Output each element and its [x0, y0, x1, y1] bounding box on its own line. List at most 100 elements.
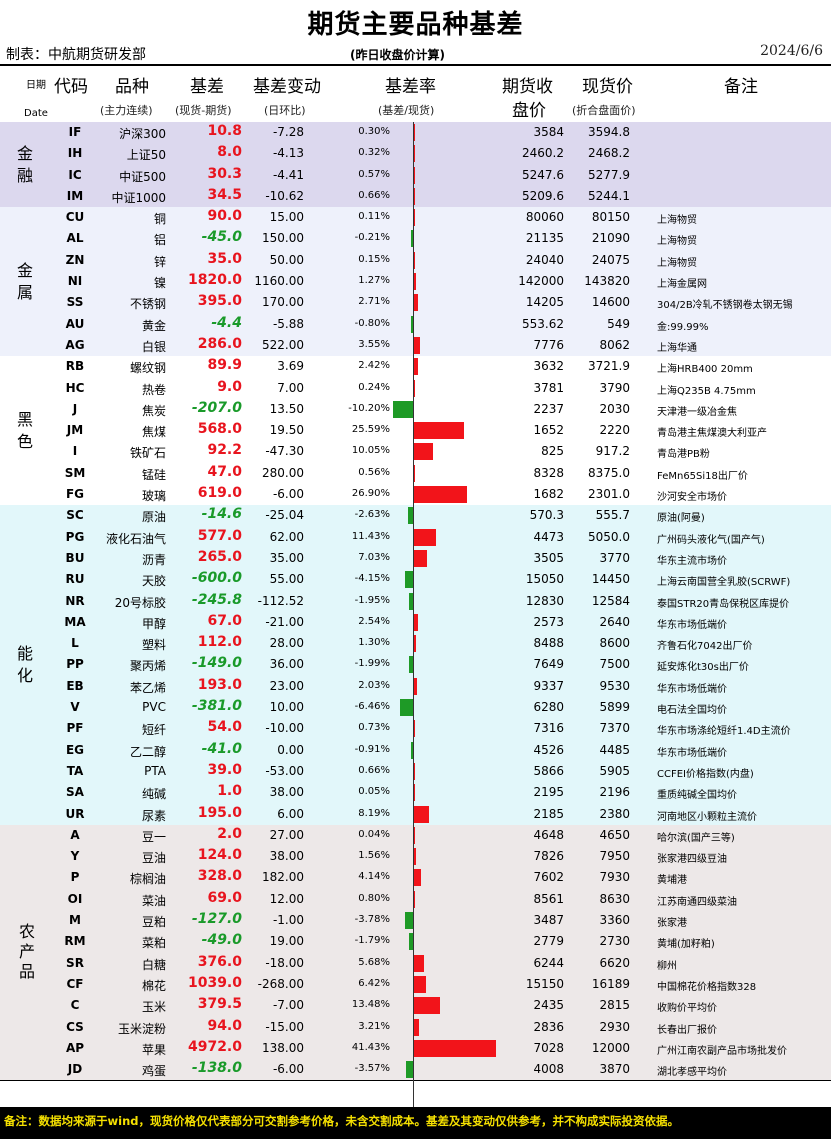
row-code: AL [66, 231, 84, 246]
row-basis-change: 12.00 [269, 891, 304, 906]
row-spot-price: 8630 [599, 891, 630, 906]
group-4: 农产品 A 豆一 2.0 27.00 0.04% 4648 4650 哈尔滨(国产三等) Y 豆油 1… [0, 824, 831, 1082]
row-name: PVC [142, 700, 166, 715]
row-name: 热卷 [141, 382, 166, 397]
row-code: FG [65, 487, 85, 502]
row-futures-price: 2779 [533, 934, 564, 949]
row-code: PP [66, 657, 84, 672]
table-row: CS 玉米淀粉 94.0 -15.00 3.21% 2836 2930 长春出厂报价 [0, 1017, 831, 1038]
row-name: 短纤 [141, 723, 166, 738]
row-code: L [71, 636, 79, 651]
row-note: 广州码头液化气(国产气) [657, 534, 765, 546]
basis-rate-bar [413, 826, 415, 844]
table-row: IF 沪深300 10.8 -7.28 0.30% 3584 3594.8 [0, 122, 831, 143]
row-note: 上海物贸 [657, 215, 697, 227]
row-basis-rate: 11.43% [351, 530, 390, 542]
row-basis-change: -5.88 [272, 316, 304, 331]
row-futures-price: 4008 [533, 1062, 564, 1077]
basis-rate-bar [413, 145, 415, 163]
table-row: SC 原油 -14.6 -25.04 -2.63% 570.3 555.7 原油(阿曼) [0, 505, 831, 526]
table-row: RB 螺纹钢 89.9 3.69 2.42% 3632 3721.9 上海HRB400 20m… [0, 356, 831, 377]
basis-rate-bar [413, 848, 417, 866]
header-chg-sub: (日环比) [264, 104, 306, 117]
row-futures-price: 570.3 [529, 508, 564, 523]
row-name: 铁矿石 [129, 446, 166, 461]
row-note: 收购价平均价 [657, 1003, 717, 1015]
row-name: 菜油 [141, 893, 166, 908]
row-basis-rate: 0.04% [358, 828, 390, 840]
row-spot-price: 8375.0 [588, 465, 630, 480]
row-basis-change: 35.00 [269, 550, 304, 565]
maker-label: 制表：中航期货研发部 [6, 47, 146, 63]
row-futures-price: 4473 [533, 529, 564, 544]
row-basis: 577.0 [197, 527, 242, 544]
row-spot-price: 143820 [584, 274, 630, 289]
row-basis-change: -10.00 [265, 721, 304, 736]
table-row: CU 铜 90.0 15.00 0.11% 80060 80150 上海物贸 [0, 207, 831, 228]
row-futures-price: 2836 [533, 1019, 564, 1034]
table-row: M 豆粕 -127.0 -1.00 -3.78% 3487 3360 张家港 [0, 910, 831, 931]
row-spot-price: 555.7 [595, 508, 630, 523]
row-basis: 89.9 [207, 357, 242, 374]
row-code: SA [66, 785, 84, 800]
row-name: 玉米 [141, 1000, 166, 1015]
header-rate-sub: (基差/现货) [378, 104, 435, 117]
row-name: 聚丙烯 [129, 659, 166, 674]
row-code: OI [67, 891, 83, 906]
row-basis-change: -6.00 [272, 487, 304, 502]
row-name: 玉米淀粉 [117, 1021, 166, 1036]
row-name: 焦炭 [141, 403, 166, 418]
row-spot-price: 2930 [599, 1019, 630, 1034]
row-note: 上海金属网 [657, 279, 707, 291]
row-basis-rate: 2.03% [358, 679, 390, 691]
row-note: 长春出厂报价 [657, 1024, 717, 1036]
row-basis: 112.0 [197, 634, 242, 651]
row-code: JD [67, 1062, 83, 1077]
table-row: TA PTA 39.0 -53.00 0.66% 5866 5905 CCFEI价格指数(内盘… [0, 761, 831, 782]
row-basis: 379.5 [197, 996, 242, 1013]
row-name: 白糖 [141, 957, 166, 972]
row-spot-price: 7930 [599, 870, 630, 885]
row-spot-price: 3721.9 [588, 359, 630, 374]
row-name: 液化石油气 [105, 531, 166, 546]
row-basis: 376.0 [197, 953, 242, 970]
row-futures-price: 1682 [533, 487, 564, 502]
row-basis-rate: 8.19% [358, 807, 390, 819]
row-code: TA [66, 763, 84, 778]
header-basis-sub: (现货-期货) [175, 104, 232, 117]
row-basis-change: -47.30 [265, 444, 304, 459]
row-futures-price: 1652 [533, 423, 564, 438]
row-name: 棉花 [141, 978, 166, 993]
row-basis: 286.0 [197, 335, 242, 352]
row-basis: 35.0 [207, 250, 242, 267]
row-basis-change: -4.13 [272, 146, 304, 161]
table-row: L 塑料 112.0 28.00 1.30% 8488 8600 齐鲁石化7042出厂价 [0, 633, 831, 654]
row-basis-change: 19.50 [269, 423, 304, 438]
row-basis: 30.3 [207, 165, 242, 182]
row-futures-price: 8328 [533, 465, 564, 480]
row-spot-price: 5050.0 [588, 529, 630, 544]
row-basis-rate: 7.03% [358, 551, 390, 563]
row-code: SM [64, 465, 86, 480]
row-futures-price: 2435 [533, 998, 564, 1013]
basis-rate-bar [413, 1018, 420, 1036]
row-name: 沥青 [141, 552, 166, 567]
row-spot-price: 8062 [599, 337, 630, 352]
table-row: A 豆一 2.0 27.00 0.04% 4648 4650 哈尔滨(国产三等) [0, 825, 831, 846]
table-row: V PVC -381.0 10.00 -6.46% 6280 5899 电石法全国均价 [0, 697, 831, 718]
row-basis-change: 50.00 [269, 252, 304, 267]
row-note: 延安炼化t30s出厂价 [657, 662, 749, 674]
header-rate: 基差率 [385, 77, 436, 97]
header-fut-2: 盘价 [512, 101, 546, 121]
row-note: 张家港四级豆油 [657, 854, 727, 866]
row-code: IM [66, 188, 84, 203]
basis-rate-bar [404, 571, 413, 589]
row-basis: -381.0 [191, 698, 242, 715]
header-basis: 基差 [190, 77, 224, 97]
row-basis: 92.2 [207, 442, 242, 459]
row-code: UR [65, 806, 85, 821]
row-spot-price: 2220 [599, 423, 630, 438]
row-basis-rate: 3.55% [358, 338, 390, 350]
row-note: 原油(阿曼) [657, 513, 705, 525]
basis-rate-bar [413, 997, 440, 1015]
